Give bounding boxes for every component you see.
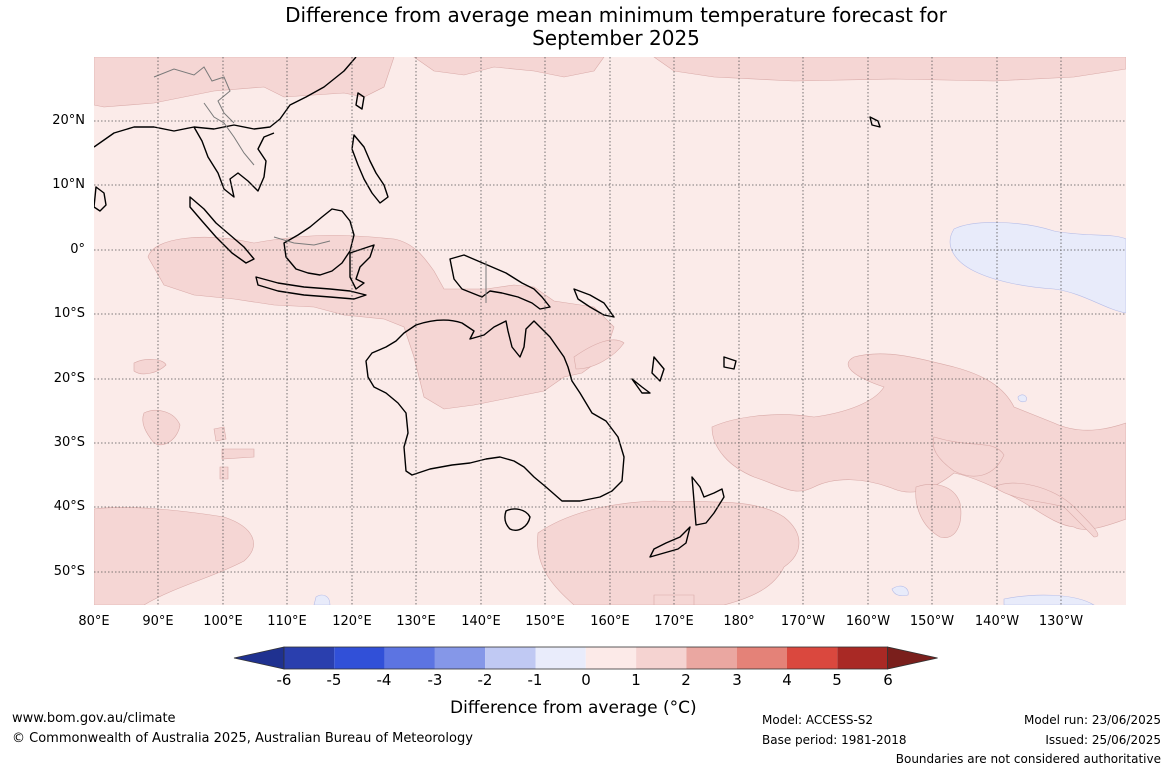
title-line-2: September 2025 [532,26,700,50]
footer-model: Model: ACCESS-S2 [762,713,874,727]
colorbar-bin [585,647,637,669]
colorbar-tick: 6 [883,671,893,689]
lon-label-160w: 160°W [845,614,891,629]
colorbar-tick: -6 [276,671,292,689]
colorbar-label: Difference from average (°C) [450,698,697,718]
colorbar-bin [384,647,435,669]
lon-label-170w: 170°W [780,614,826,629]
lon-label-80e: 80°E [78,614,110,629]
colorbar-tick: 3 [732,671,742,689]
footer-model-run: Model run: 23/06/2025 [1023,713,1161,727]
lon-label-150w: 150°W [909,614,955,629]
colorbar-arrow-left [233,646,285,670]
lon-label-170e: 170°E [654,614,694,629]
colorbar-tick: -2 [477,671,493,689]
colorbar-tick: 4 [782,671,792,689]
colorbar-bin [686,647,737,669]
colorbar-bin [535,647,586,669]
colorbar-bin [434,647,486,669]
footer-website: www.bom.gov.au/climate [12,711,176,726]
map-canvas [94,57,1126,605]
colorbar-bin [284,647,335,669]
footer-copyright: © Commonwealth of Australia 2025, Austra… [12,731,473,746]
anomaly-regions-1-2 [94,57,1126,605]
lon-label-110e: 110°E [267,614,307,629]
colorbar-bin [334,647,385,669]
colorbar-bin [837,647,888,669]
lat-label-10n: 10°N [52,177,85,192]
footer-base-period: Base period: 1981-2018 [762,733,907,747]
lat-label-20s: 20°S [53,371,85,386]
lon-label-100e: 100°E [203,614,243,629]
coastlines [94,57,881,558]
colorbar-tick: 5 [832,671,842,689]
colorbar-tick: -5 [326,671,342,689]
colorbar-tick: 2 [681,671,691,689]
colorbar-bin [787,647,838,669]
title-line-1: Difference from average mean minimum tem… [285,3,947,27]
colorbar-bin [485,647,536,669]
footer-issued: Issued: 25/06/2025 [1045,733,1161,747]
graticule [94,57,1126,605]
lat-label-0: 0° [70,242,85,257]
lon-label-180: 180° [723,614,755,629]
lon-label-130w: 130°W [1038,614,1084,629]
lon-label-140e: 140°E [461,614,501,629]
lon-label-150e: 150°E [525,614,565,629]
colorbar-tick: -4 [376,671,392,689]
lon-label-120e: 120°E [332,614,372,629]
colorbar-bin [736,647,787,669]
country-borders [153,66,487,303]
lat-label-20n: 20°N [52,113,85,128]
footer-boundaries-note: Boundaries are not considered authoritat… [895,752,1161,766]
lat-label-40s: 40°S [53,499,85,514]
lon-label-90e: 90°E [142,614,174,629]
lon-label-160e: 160°E [590,614,630,629]
forecast-map [94,57,1126,605]
colorbar-tick: -1 [527,671,543,689]
colorbar-arrow-right [887,646,938,670]
map-title: Difference from average mean minimum tem… [0,4,1173,50]
colorbar-tick: 1 [631,671,641,689]
colorbar-bin [636,647,687,669]
colorbar [233,646,938,670]
lon-label-140w: 140°W [974,614,1020,629]
lat-label-50s: 50°S [53,564,85,579]
colorbar-tick: 0 [581,671,591,689]
lon-label-130e: 130°E [396,614,436,629]
lat-label-10s: 10°S [53,306,85,321]
colorbar-tick: -3 [427,671,443,689]
lat-label-30s: 30°S [53,435,85,450]
anomaly-regions-minus-1-0 [313,222,1126,605]
